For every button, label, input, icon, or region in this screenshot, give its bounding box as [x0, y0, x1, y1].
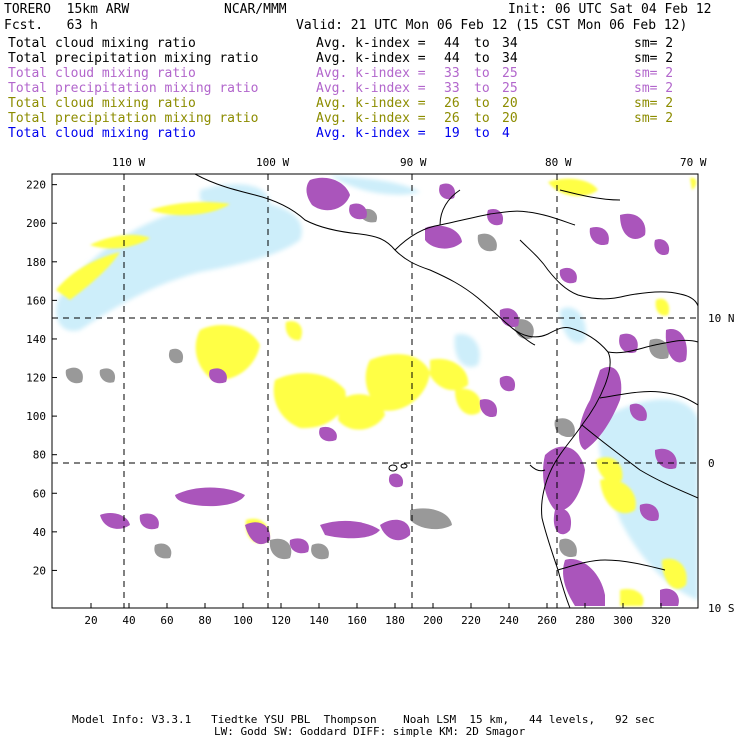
- x-tick-label: 200: [423, 614, 443, 627]
- field-index-to: 34: [502, 36, 518, 51]
- field-index-to-word: to: [474, 81, 490, 96]
- y-tick-label: 60: [33, 487, 46, 500]
- x-tick-label: 300: [613, 614, 633, 627]
- field-index-from: 26: [444, 96, 460, 111]
- field-index-to-word: to: [474, 66, 490, 81]
- x-tick-label: 180: [385, 614, 405, 627]
- field-name: Total precipitation mixing ratio: [8, 111, 259, 126]
- field-name: Total cloud mixing ratio: [8, 36, 196, 51]
- axis-ticks: [52, 184, 662, 608]
- model-info-line1: Model Info: V3.3.1 Tiedtke YSU PBL Thomp…: [72, 713, 655, 726]
- field-name: Total cloud mixing ratio: [8, 126, 196, 141]
- latlon-grid: [52, 174, 698, 608]
- x-tick-label: 40: [122, 614, 135, 627]
- field-index-to-word: to: [474, 126, 490, 141]
- model-name: TORERO 15km ARW: [4, 2, 130, 17]
- valid-time: Valid: 21 UTC Mon 06 Feb 12 (15 CST Mon …: [296, 18, 688, 33]
- field-index-label: Avg. k-index =: [316, 126, 426, 141]
- y-tick-label: 220: [26, 179, 46, 192]
- y-tick-label: 200: [26, 217, 46, 230]
- x-tick-label: 220: [461, 614, 481, 627]
- field-smoothing: sm= 2: [634, 111, 674, 126]
- field-index-label: Avg. k-index =: [316, 51, 426, 66]
- field-index-label: Avg. k-index =: [316, 96, 426, 111]
- field-name: Total cloud mixing ratio: [8, 66, 196, 81]
- field-index-label: Avg. k-index =: [316, 36, 426, 51]
- field-index-to-word: to: [474, 36, 490, 51]
- field-index-from: 33: [444, 81, 460, 96]
- latitude-label: 0: [708, 457, 715, 470]
- y-tick-label: 20: [33, 564, 46, 577]
- longitude-label: 110 W: [112, 156, 145, 169]
- field-index-from: 44: [444, 36, 460, 51]
- field-name: Total precipitation mixing ratio: [8, 81, 259, 96]
- y-tick-labels: 220 200 180 160 140 120 100 80 60 40 20: [26, 179, 46, 578]
- longitude-label: 100 W: [256, 156, 289, 169]
- field-index-from: 26: [444, 111, 460, 126]
- longitude-label: 80 W: [545, 156, 572, 169]
- field-smoothing: sm= 2: [634, 66, 674, 81]
- precip-field-yellow: [56, 177, 697, 606]
- y-tick-label: 160: [26, 294, 46, 307]
- x-tick-label: 140: [309, 614, 329, 627]
- field-index-from: 33: [444, 66, 460, 81]
- field-index-to-word: to: [474, 111, 490, 126]
- field-index-to: 4: [502, 126, 510, 141]
- field-smoothing: sm= 2: [634, 96, 674, 111]
- x-tick-labels: 20 40 60 80 100 120 140 160 180 200 220 240 260 280 30…: [84, 614, 671, 627]
- field-index-to: 20: [502, 96, 518, 111]
- coastline: [194, 174, 698, 608]
- field-index-from: 44: [444, 51, 460, 66]
- field-index-label: Avg. k-index =: [316, 66, 426, 81]
- field-name: Total cloud mixing ratio: [8, 96, 196, 111]
- forecast-hour: Fcst. 63 h: [4, 18, 98, 33]
- y-tick-label: 180: [26, 256, 46, 269]
- field-name: Total precipitation mixing ratio: [8, 51, 259, 66]
- field-index-to: 25: [502, 66, 518, 81]
- field-index-to-word: to: [474, 96, 490, 111]
- precip-field-purple: [100, 177, 687, 606]
- field-smoothing: sm= 2: [634, 51, 674, 66]
- x-tick-label: 20: [84, 614, 97, 627]
- latitude-label: 10 N: [708, 312, 735, 325]
- field-index-label: Avg. k-index =: [316, 81, 426, 96]
- latitude-labels: 10 N 0 10 S: [708, 312, 735, 615]
- field-index-to-word: to: [474, 51, 490, 66]
- y-tick-label: 140: [26, 333, 46, 346]
- init-time: Init: 06 UTC Sat 04 Feb 12: [508, 2, 712, 17]
- field-index-to: 25: [502, 81, 518, 96]
- model-info-line2: LW: Godd SW: Goddard DIFF: simple KM: 2D…: [214, 725, 526, 738]
- map-frame: [51, 173, 699, 609]
- x-tick-label: 160: [347, 614, 367, 627]
- x-tick-label: 60: [160, 614, 173, 627]
- precip-field-gray: [65, 208, 669, 560]
- org-label: NCAR/MMM: [224, 2, 287, 17]
- cloud-field-light-blue: [56, 175, 698, 600]
- x-tick-label: 320: [651, 614, 671, 627]
- field-index-label: Avg. k-index =: [316, 111, 426, 126]
- field-index-to: 34: [502, 51, 518, 66]
- longitude-label: 70 W: [680, 156, 707, 169]
- field-index-to: 20: [502, 111, 518, 126]
- latitude-label: 10 S: [708, 602, 735, 615]
- longitude-labels: 110 W 100 W 90 W 80 W 70 W: [112, 156, 707, 169]
- field-smoothing: sm= 2: [634, 36, 674, 51]
- y-tick-label: 80: [33, 449, 46, 462]
- x-tick-label: 240: [499, 614, 519, 627]
- x-tick-label: 260: [537, 614, 557, 627]
- longitude-label: 90 W: [400, 156, 427, 169]
- x-tick-label: 100: [233, 614, 253, 627]
- y-tick-label: 100: [26, 410, 46, 423]
- x-tick-label: 80: [198, 614, 211, 627]
- x-tick-label: 280: [575, 614, 595, 627]
- field-smoothing: sm= 2: [634, 81, 674, 96]
- y-tick-label: 40: [33, 526, 46, 539]
- field-index-from: 19: [444, 126, 460, 141]
- y-tick-label: 120: [26, 372, 46, 385]
- x-tick-label: 120: [271, 614, 291, 627]
